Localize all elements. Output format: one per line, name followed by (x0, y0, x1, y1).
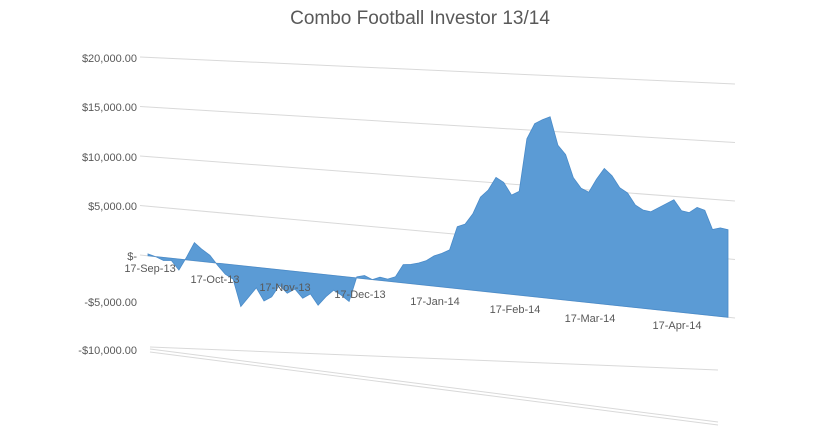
x-tick-label: 17-Sep-13 (124, 263, 175, 275)
y-axis-tick-labels: $20,000.00 $15,000.00 $10,000.00 $5,000.00 $… (78, 53, 137, 357)
x-tick-label: 17-Apr-14 (653, 320, 702, 332)
y-tick-label: $10,000.00 (82, 152, 137, 164)
y-tick-label: $5,000.00 (88, 201, 137, 213)
x-tick-label: 17-Jan-14 (410, 296, 460, 308)
data-area (147, 116, 729, 318)
gridline (139, 155, 736, 202)
floor-line (149, 346, 719, 371)
gridline (139, 106, 736, 143)
x-tick-label: 17-Dec-13 (334, 289, 385, 301)
floor-line (149, 351, 719, 426)
y-tick-label: $- (127, 251, 137, 263)
y-tick-label: $20,000.00 (82, 53, 137, 65)
y-tick-label: -$5,000.00 (84, 297, 137, 309)
x-tick-label: 17-Feb-14 (490, 304, 541, 316)
chart-title: Combo Football Investor 13/14 (290, 8, 550, 29)
x-tick-label: 17-Oct-13 (191, 274, 240, 286)
x-tick-label: 17-Mar-14 (565, 313, 616, 325)
y-tick-label: $15,000.00 (82, 102, 137, 114)
x-axis-tick-labels: 17-Sep-13 17-Oct-13 17-Nov-13 17-Dec-13 17-J… (124, 263, 701, 332)
gridline (139, 56, 736, 85)
chart-floor (149, 346, 719, 426)
y-tick-label: -$10,000.00 (78, 345, 137, 357)
floor-line (149, 348, 719, 423)
series-area (147, 116, 729, 318)
x-tick-label: 17-Nov-13 (259, 282, 310, 294)
